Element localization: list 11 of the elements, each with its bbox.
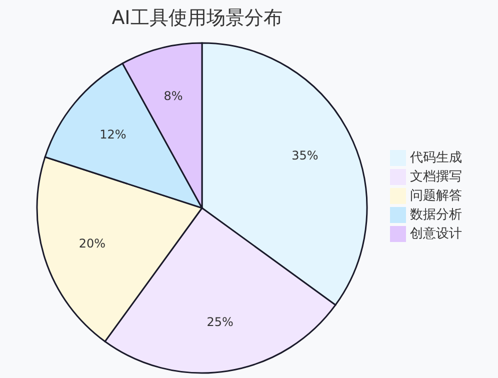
chart-title: AI工具使用场景分布 bbox=[112, 7, 282, 29]
legend-label: 文档撰写 bbox=[410, 170, 462, 184]
data-label: 12% bbox=[100, 127, 126, 142]
legend-label: 创意设计 bbox=[410, 226, 462, 242]
data-label: 35% bbox=[292, 148, 318, 163]
data-label: 20% bbox=[78, 236, 106, 251]
legend-label: 代码生成 bbox=[409, 150, 462, 166]
data-label: 8% bbox=[164, 89, 183, 104]
data-label: 25% bbox=[206, 315, 234, 330]
legend-label: 问题解答 bbox=[410, 188, 462, 204]
legend-label: 数据分析 bbox=[410, 208, 462, 222]
